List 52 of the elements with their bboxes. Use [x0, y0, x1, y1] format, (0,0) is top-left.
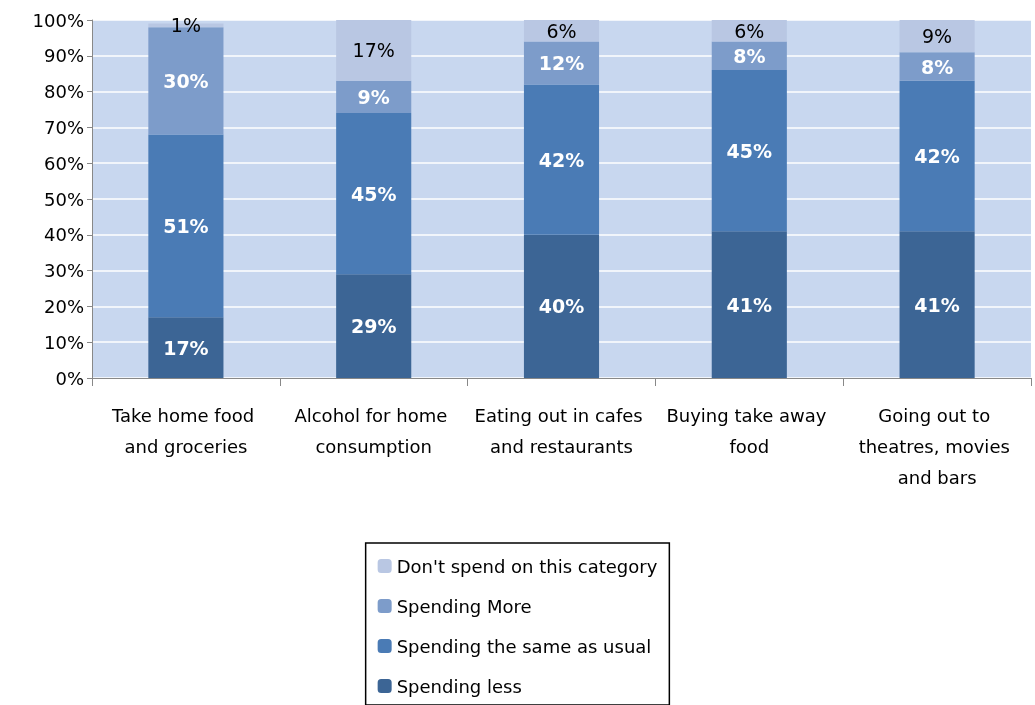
bar [711, 231, 787, 378]
bar [523, 234, 600, 378]
bar [899, 231, 975, 378]
y-tick-label: 70% [43, 116, 84, 138]
data-label: 29% [350, 315, 397, 338]
bar [336, 274, 412, 378]
x-tick-label: Eating out in cafes and restaurants [474, 405, 649, 457]
y-tick-label: 100% [32, 9, 84, 31]
legend-label: Don't spend on this category [396, 555, 658, 577]
data-label: 8% [733, 44, 766, 67]
bar [523, 84, 600, 235]
data-label: 9% [922, 25, 953, 48]
data-label: 30% [163, 69, 209, 92]
data-label: 17% [352, 39, 395, 62]
data-label: 45% [726, 139, 773, 162]
data-label: 6% [546, 19, 577, 42]
data-label: 42% [538, 148, 585, 171]
bar [711, 70, 787, 232]
bar [148, 317, 224, 378]
bar [899, 80, 975, 232]
y-tick-label: 30% [43, 260, 84, 282]
y-tick-label: 20% [43, 295, 84, 317]
data-label: 41% [914, 293, 960, 316]
data-label: 8% [920, 55, 954, 78]
y-tick-label: 50% [43, 188, 84, 210]
bar [336, 20, 412, 81]
x-tick-label: Going out to theatres, movies and bars [858, 405, 1016, 488]
y-tick-label: 60% [43, 152, 84, 174]
bar [899, 20, 975, 53]
legend-label: Spending More [396, 595, 532, 617]
data-label: 51% [163, 214, 209, 237]
y-tick-label: 40% [43, 224, 84, 246]
data-label: 40% [538, 295, 585, 318]
bar [148, 134, 224, 318]
bar [336, 113, 412, 275]
data-label: 42% [914, 145, 960, 168]
x-tick-label: Take home food and groceries [110, 405, 260, 457]
y-tick-label: 80% [43, 81, 84, 103]
x-tick-label: Buying take away food [666, 405, 833, 457]
data-label: 6% [734, 19, 765, 42]
data-label: 9% [357, 85, 390, 108]
data-label: 41% [726, 293, 773, 316]
legend-label: Spending the same as usual [396, 635, 652, 657]
y-tick-label: 90% [43, 45, 84, 67]
x-tick-label: Alcohol for home consumption [294, 405, 453, 457]
legend-label: Spending less [396, 675, 522, 697]
data-label: 45% [350, 182, 397, 205]
y-tick-label: 0% [55, 367, 84, 389]
data-label: 1% [170, 14, 201, 37]
data-label: 12% [538, 51, 585, 74]
y-tick-label: 10% [43, 331, 84, 353]
data-label: 17% [163, 336, 209, 359]
